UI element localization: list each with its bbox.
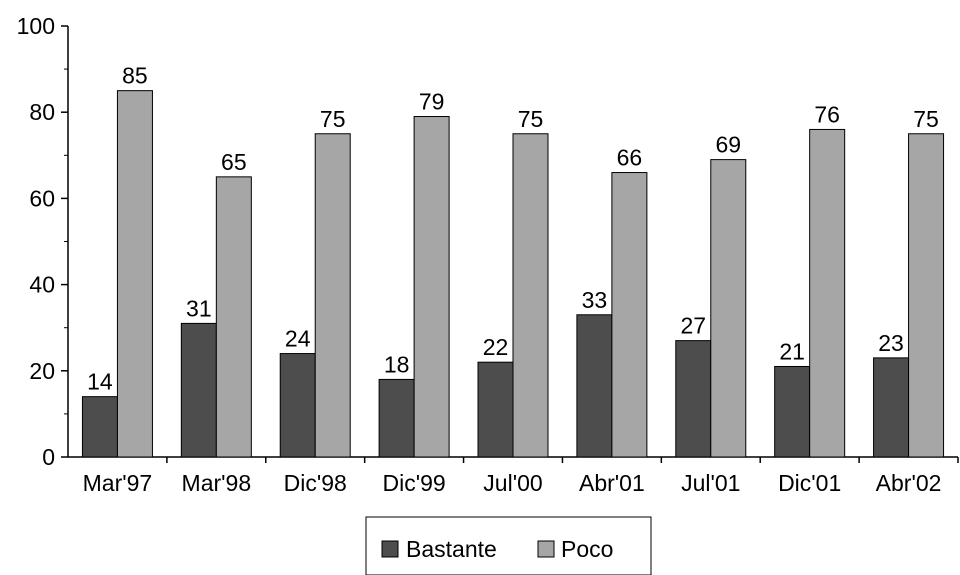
bar-poco xyxy=(611,172,648,458)
bar-bastante xyxy=(81,396,118,458)
legend-swatch-poco xyxy=(537,540,555,558)
data-label-poco: 79 xyxy=(419,89,445,115)
data-label-poco: 75 xyxy=(320,106,346,132)
x-tick-label: Abr'02 xyxy=(876,470,942,496)
x-tick-label: Jul'00 xyxy=(483,470,542,496)
data-label-poco: 69 xyxy=(715,132,741,158)
bar-poco xyxy=(116,90,153,458)
bar-bastante xyxy=(873,357,910,458)
bar-bastante xyxy=(576,314,613,458)
y-axis: 0 20 40 60 80 100 xyxy=(17,13,69,470)
legend-box xyxy=(365,516,652,575)
x-tick-label: Mar'97 xyxy=(83,470,153,496)
data-label-bastante: 23 xyxy=(878,330,904,356)
y-tick-label: 0 xyxy=(42,444,55,470)
bar-poco xyxy=(413,116,450,458)
bar-bastante xyxy=(675,340,712,458)
x-tick-label: Jul'01 xyxy=(681,470,740,496)
data-label-poco: 76 xyxy=(814,101,840,127)
data-label-poco: 65 xyxy=(221,149,247,175)
data-label-bastante: 18 xyxy=(384,351,410,377)
bar-bastante xyxy=(180,322,217,458)
data-label-poco: 66 xyxy=(617,145,643,171)
legend-swatch-bastante xyxy=(381,540,399,558)
bar-poco xyxy=(809,128,846,458)
x-axis: Mar'97 Mar'98 Dic'98 Dic'99 Jul'00 Abr'01 Jul'… xyxy=(68,456,959,496)
data-label-poco: 75 xyxy=(913,106,939,132)
bar-bastante xyxy=(279,353,316,458)
x-tick-label: Dic'98 xyxy=(284,470,347,496)
x-tick-label: Abr'01 xyxy=(579,470,645,496)
y-tick-label: 80 xyxy=(29,99,55,125)
bar-poco xyxy=(710,159,747,458)
x-tick-label: Dic'01 xyxy=(778,470,841,496)
data-label-bastante: 24 xyxy=(285,326,311,352)
legend-label-poco: Poco xyxy=(561,536,613,562)
bar-poco xyxy=(908,133,945,458)
data-label-poco: 85 xyxy=(122,63,148,89)
data-label-bastante: 14 xyxy=(87,369,113,395)
data-label-bastante: 27 xyxy=(680,313,706,339)
x-tick-label: Dic'99 xyxy=(383,470,446,496)
data-label-bastante: 22 xyxy=(483,334,509,360)
bar-poco xyxy=(215,176,252,458)
bar-poco xyxy=(512,133,549,458)
data-label-poco: 75 xyxy=(518,106,544,132)
x-tick-label: Mar'98 xyxy=(182,470,252,496)
bar-bastante xyxy=(378,378,415,458)
bar-bastante xyxy=(774,365,811,458)
y-tick-label: 40 xyxy=(29,272,55,298)
data-label-bastante: 21 xyxy=(779,338,805,364)
data-label-bastante: 31 xyxy=(186,295,212,321)
bar-poco xyxy=(314,133,351,458)
data-labels: 14 85 31 65 24 75 18 79 22 75 33 66 27 69 21 76 23 75 xyxy=(87,63,939,395)
data-label-bastante: 33 xyxy=(582,287,608,313)
legend-label-bastante: Bastante xyxy=(406,536,497,562)
bars xyxy=(81,90,945,458)
legend: Bastante Poco xyxy=(365,516,652,575)
bar-bastante xyxy=(477,361,514,458)
y-tick-label: 60 xyxy=(29,185,55,211)
y-tick-label: 20 xyxy=(29,358,55,384)
y-tick-label: 100 xyxy=(17,13,55,39)
